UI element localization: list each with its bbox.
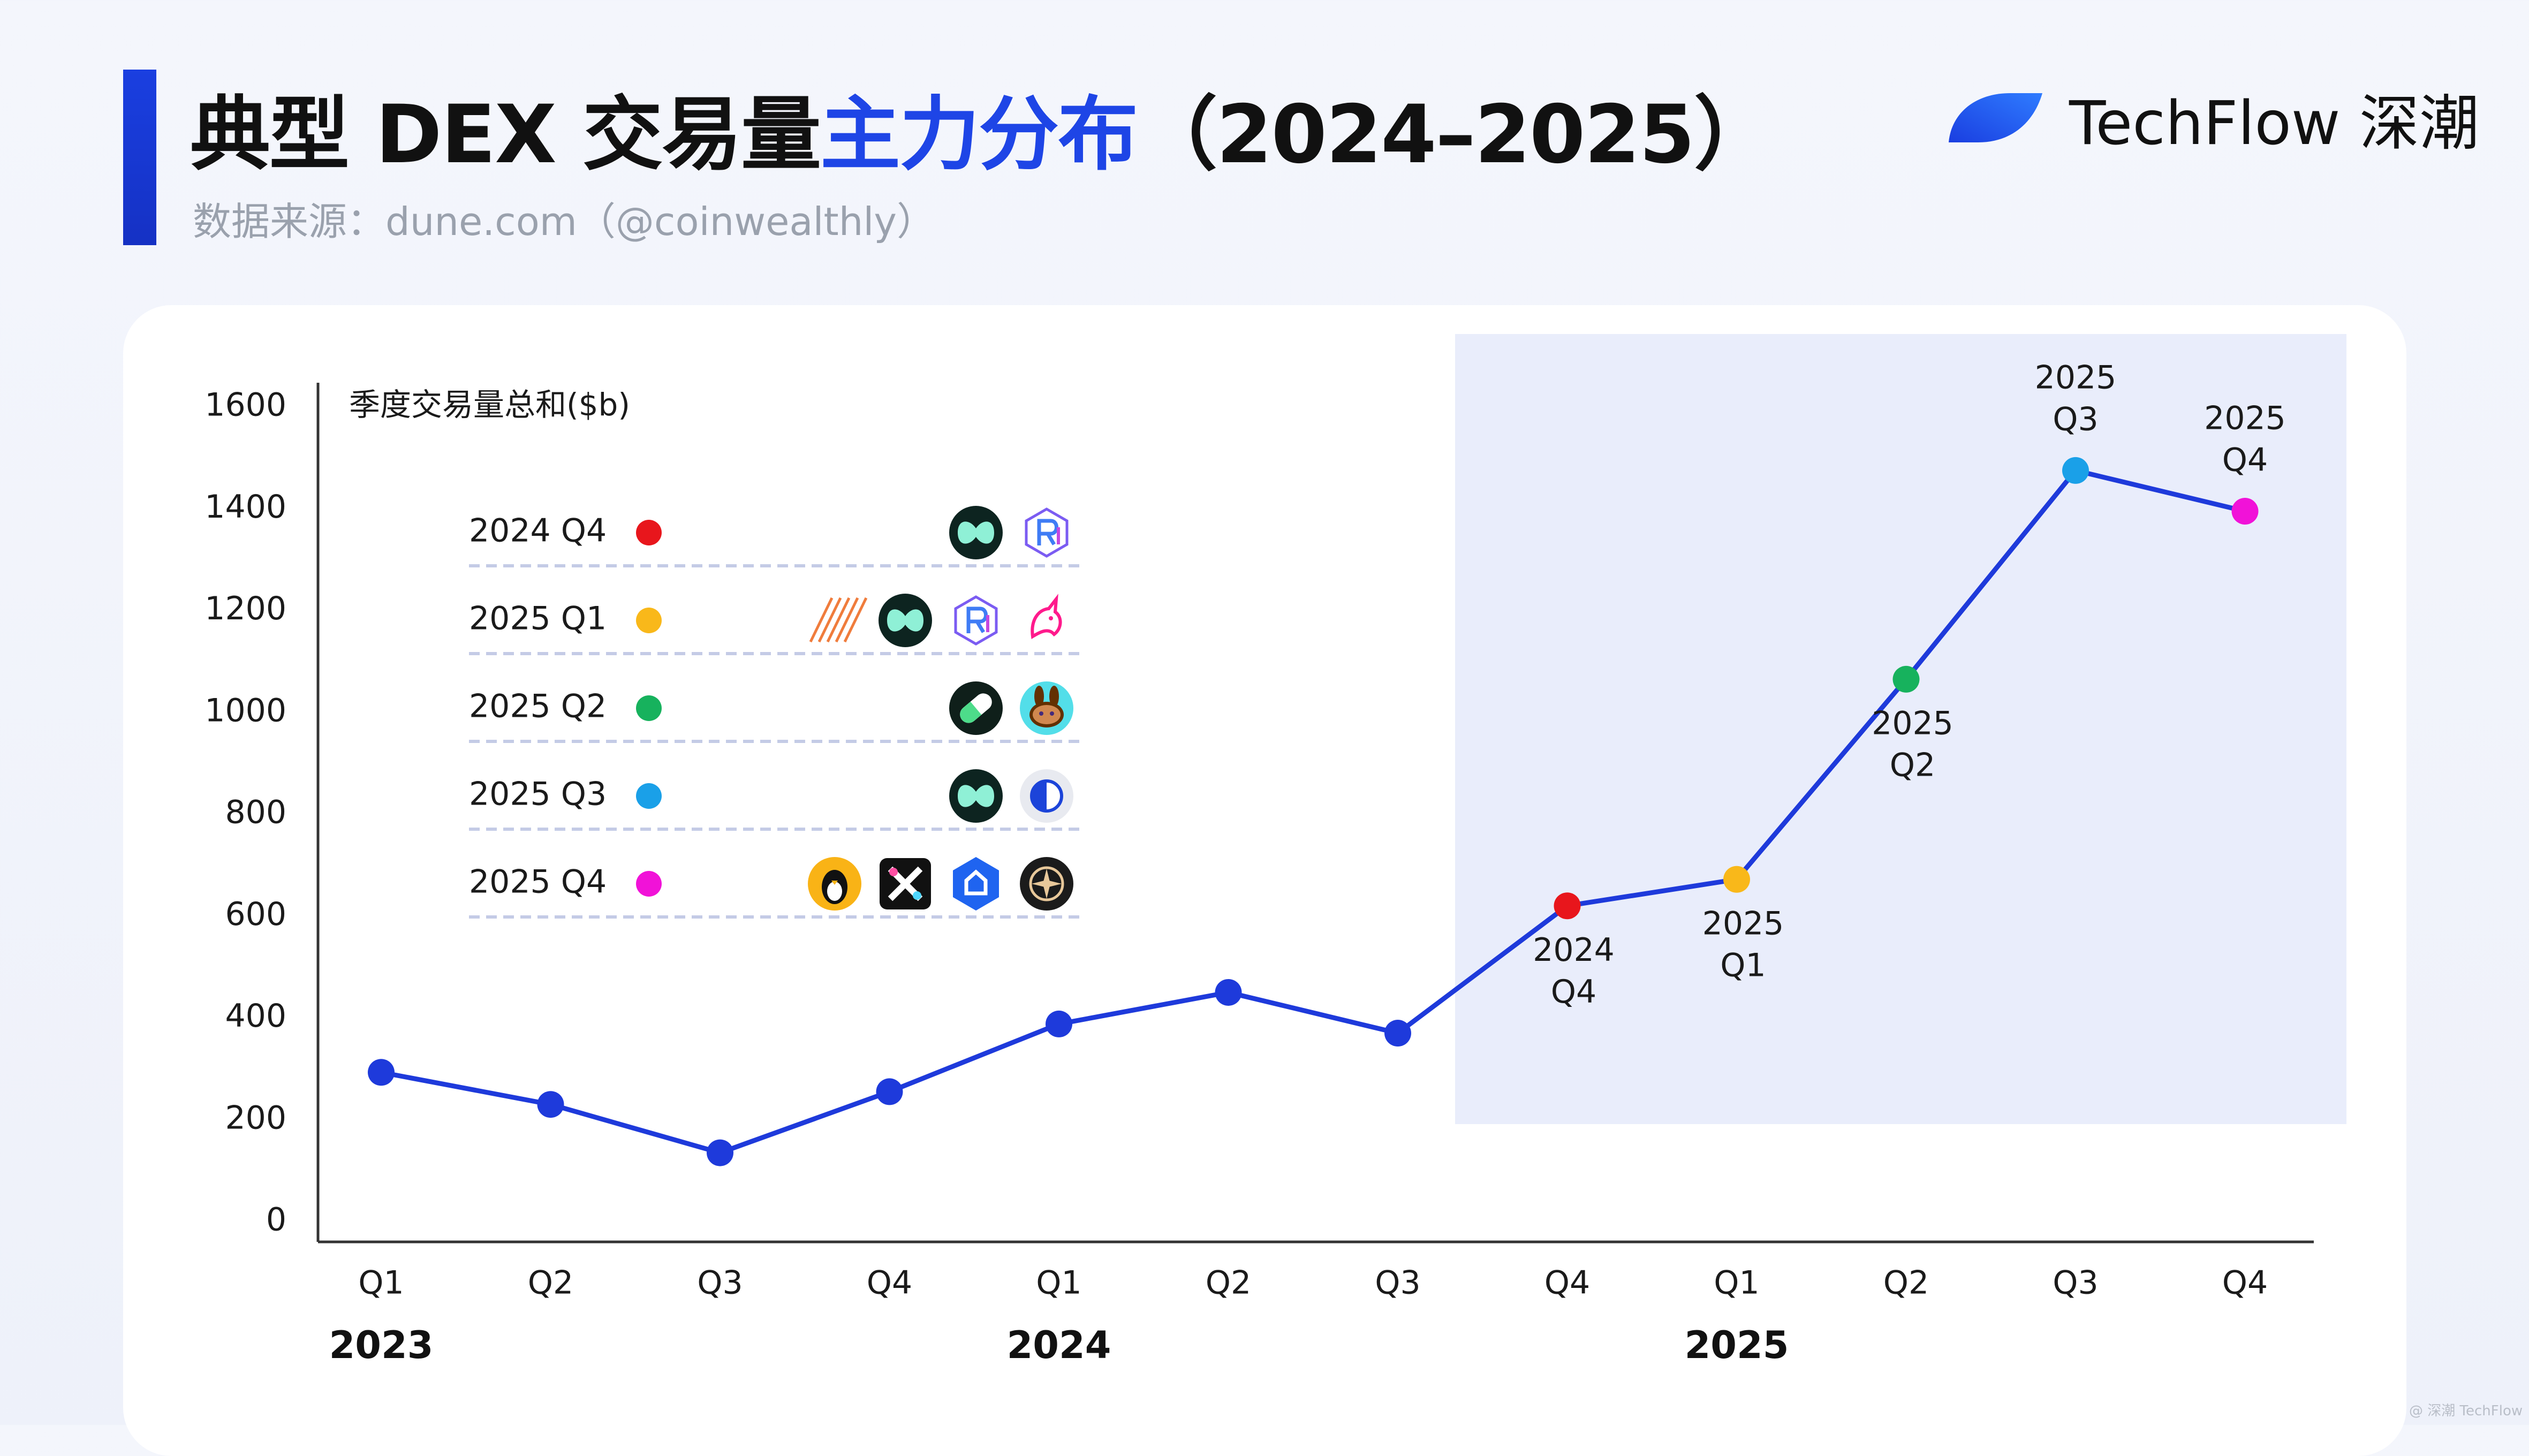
point-annotation: 2024: [1533, 931, 1615, 969]
title-accent: 主力分布: [820, 88, 1138, 181]
y-tick-label: 0: [266, 1201, 286, 1239]
pumpswap-stripes-icon: [809, 597, 868, 643]
hyperliquid-icon: [879, 594, 932, 647]
point-annotation: 2025: [1702, 905, 1784, 942]
x-tick-label: Q2: [528, 1264, 573, 1302]
y-tick-label: 1600: [205, 386, 286, 424]
point-annotation: Q4: [1551, 973, 1596, 1011]
page-title: 典型 DEX 交易量主力分布（2024–2025）: [190, 70, 1774, 186]
x-tick-label: Q4: [2222, 1264, 2268, 1302]
y-tick-label: 200: [225, 1099, 286, 1136]
techflow-wave-logo-icon: [1949, 93, 2042, 142]
data-point: [1215, 979, 1242, 1006]
data-point: [537, 1091, 564, 1118]
point-annotation: Q2: [1890, 747, 1935, 784]
x-tick-label: Q3: [697, 1264, 743, 1302]
year-label: 2025: [1685, 1323, 1789, 1367]
x-tick-label: Q4: [867, 1264, 912, 1302]
legend-dot: [636, 871, 662, 897]
uniswap-unicorn-icon: [1020, 594, 1073, 647]
title-years: （2024–2025）: [1137, 88, 1774, 181]
hyperliquid-icon: [949, 769, 1003, 823]
compass-icon: [1020, 857, 1073, 911]
point-annotation: 2025: [2204, 400, 2286, 437]
legend-label: 2025 Q2: [469, 688, 607, 725]
line-chart: 0 200 400 600 800 1000 1200 1400 1600 季度交易量总和($b)…: [205, 334, 2346, 1367]
data-point: [2231, 498, 2259, 525]
y-tick-label: 1000: [205, 692, 286, 729]
legend-label: 2025 Q3: [469, 776, 607, 813]
x-tick-label: Q1: [1714, 1264, 1759, 1302]
x-tick-label: Q3: [1375, 1264, 1420, 1302]
watermark-credit: @ 深潮 TechFlow: [2409, 1403, 2523, 1419]
data-point: [368, 1059, 395, 1086]
legend-label: 2025 Q4: [469, 863, 607, 901]
series-line: [381, 468, 2246, 1156]
data-point: [2062, 457, 2089, 484]
brand-logo-group: TechFlow 深潮: [1946, 75, 2479, 162]
highlight-band: [1455, 334, 2346, 1124]
point-annotation: Q1: [1720, 946, 1766, 984]
x-tick-label: Q4: [1544, 1264, 1590, 1302]
legend-label: 2025 Q1: [469, 600, 607, 638]
x-tick-label: Q2: [1206, 1264, 1251, 1302]
legend-dot: [636, 695, 662, 721]
year-label: 2023: [329, 1323, 434, 1367]
legend-dot: [636, 608, 662, 633]
raydium-icon: [949, 594, 1003, 647]
data-point: [1892, 665, 1920, 693]
y-axis-title: 季度交易量总和($b): [349, 386, 630, 423]
x-tick-label: Q3: [2053, 1264, 2098, 1302]
y-tick-label: 400: [225, 997, 286, 1035]
data-point: [1554, 892, 1581, 920]
data-point: [876, 1078, 903, 1105]
y-tick-label: 1400: [205, 488, 286, 526]
year-label: 2024: [1007, 1323, 1111, 1367]
x-tick-label: Q1: [1036, 1264, 1081, 1302]
legend-dot: [636, 783, 662, 809]
legend-label: 2024 Q4: [469, 512, 607, 550]
brand-name: TechFlow 深潮: [2069, 89, 2480, 158]
raydium-icon: [1020, 506, 1073, 559]
title-main: 典型 DEX 交易量: [190, 88, 821, 181]
y-tick-label: 800: [225, 794, 286, 831]
aster-penguin-icon: [808, 857, 861, 911]
point-annotation: Q3: [2053, 401, 2098, 438]
blue-hexagon-icon: [953, 857, 999, 911]
half-circle-icon: [1020, 769, 1073, 823]
point-annotation: 2025: [2035, 359, 2117, 397]
data-point: [1384, 1020, 1411, 1047]
data-point: [1046, 1010, 1072, 1037]
title-accent-bar: [123, 70, 156, 245]
pill-icon: [949, 681, 1003, 735]
pancakeswap-bunny-icon: [1020, 681, 1073, 735]
x-tick-label: Q2: [1883, 1264, 1929, 1302]
y-tick-label: 600: [225, 896, 286, 933]
data-point: [1723, 866, 1750, 893]
y-tick-label: 1200: [205, 590, 286, 627]
point-annotation: 2025: [1872, 705, 1953, 742]
hyperliquid-icon: [949, 506, 1003, 559]
point-annotation: Q4: [2222, 442, 2268, 479]
data-source-subtitle: 数据来源：dune.com（@coinwealthly）: [193, 199, 935, 244]
data-point: [707, 1139, 733, 1166]
x-tick-label: Q1: [358, 1264, 404, 1302]
cross-x-icon: [880, 858, 931, 909]
legend-dot: [636, 520, 662, 545]
